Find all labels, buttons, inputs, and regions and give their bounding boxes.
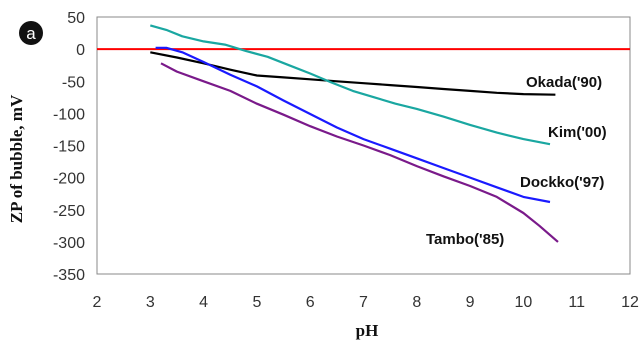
y-tick-label: -200 — [53, 171, 85, 188]
y-axis-title: ZP of bubble, mV — [7, 94, 26, 223]
x-tick-label: 2 — [93, 294, 102, 311]
plot-area-frame — [96, 16, 631, 275]
series-lines — [150, 24, 559, 243]
x-tick-label: 12 — [621, 294, 639, 311]
y-axis-ticks: 50 0 -50 -100 -150 -200 -250 -300 -350 — [53, 10, 85, 284]
series-label-tambo: Tambo('85) — [426, 231, 504, 248]
x-axis-title: pH — [356, 321, 379, 340]
x-tick-label: 10 — [515, 294, 533, 311]
series-label-dockko: Dockko('97) — [520, 174, 604, 191]
series-line-2 — [155, 46, 551, 204]
panel-label: a — [26, 24, 36, 43]
x-tick-label: 4 — [199, 294, 208, 311]
series-line-0 — [150, 51, 556, 96]
x-tick-label: 11 — [568, 294, 585, 311]
y-tick-label: 0 — [76, 42, 85, 59]
series-label-kim: Kim('00) — [548, 124, 607, 141]
panel-label-badge: a — [19, 21, 43, 45]
y-tick-label: -300 — [53, 235, 85, 252]
y-tick-label: -250 — [53, 203, 85, 220]
x-tick-label: 8 — [412, 294, 421, 311]
x-axis-ticks: 2 3 4 5 6 7 8 9 10 11 12 — [93, 294, 639, 311]
x-tick-label: 5 — [252, 294, 261, 311]
series-labels: Okada('90) Kim('00) Dockko('97) Tambo('8… — [426, 74, 607, 248]
x-tick-label: 9 — [466, 294, 475, 311]
y-tick-label: -150 — [53, 139, 85, 156]
y-tick-label: -350 — [53, 267, 85, 284]
x-tick-label: 3 — [146, 294, 155, 311]
x-tick-label: 6 — [306, 294, 315, 311]
series-label-okada: Okada('90) — [526, 74, 602, 91]
y-tick-label: -100 — [53, 106, 85, 123]
series-line-1 — [150, 24, 551, 146]
x-tick-label: 7 — [359, 294, 368, 311]
y-tick-label: 50 — [67, 10, 85, 27]
panel-label-circle — [19, 21, 43, 45]
y-tick-label: -50 — [62, 74, 85, 91]
series-line-3 — [160, 62, 559, 243]
